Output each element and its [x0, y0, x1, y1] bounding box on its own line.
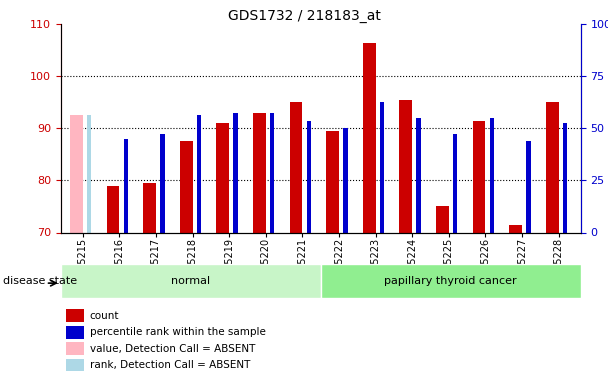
Bar [87, 116, 91, 232]
Bar [66, 326, 85, 339]
Bar [344, 128, 348, 232]
Bar [416, 118, 421, 232]
Bar [563, 123, 567, 232]
Text: disease state: disease state [3, 276, 77, 286]
Bar [321, 264, 581, 298]
Bar [70, 116, 83, 232]
Bar [160, 134, 165, 232]
Text: rank, Detection Call = ABSENT: rank, Detection Call = ABSENT [89, 360, 250, 370]
Text: papillary thyroid cancer: papillary thyroid cancer [384, 276, 517, 286]
Bar [363, 43, 376, 232]
Bar [197, 116, 201, 232]
Bar [436, 207, 449, 232]
Bar [216, 123, 229, 232]
Bar [399, 100, 412, 232]
Bar [453, 134, 457, 232]
Bar [289, 102, 302, 232]
Bar [123, 139, 128, 232]
Bar [546, 102, 559, 232]
Text: value, Detection Call = ABSENT: value, Detection Call = ABSENT [89, 344, 255, 354]
Bar [106, 186, 119, 232]
Bar [306, 121, 311, 232]
Bar [253, 113, 266, 232]
Bar [180, 141, 193, 232]
Bar [61, 264, 321, 298]
Text: normal: normal [171, 276, 210, 286]
Text: count: count [89, 311, 119, 321]
Bar [510, 225, 522, 232]
Bar [233, 113, 238, 232]
Bar [66, 342, 85, 355]
Bar [66, 309, 85, 322]
Bar [472, 121, 485, 232]
Text: GDS1732 / 218183_at: GDS1732 / 218183_at [227, 9, 381, 23]
Text: percentile rank within the sample: percentile rank within the sample [89, 327, 266, 337]
Bar [326, 131, 339, 232]
Bar [527, 141, 531, 232]
Bar [489, 118, 494, 232]
Bar [143, 183, 156, 232]
Bar [66, 358, 85, 371]
Bar [380, 102, 384, 232]
Bar [270, 113, 274, 232]
